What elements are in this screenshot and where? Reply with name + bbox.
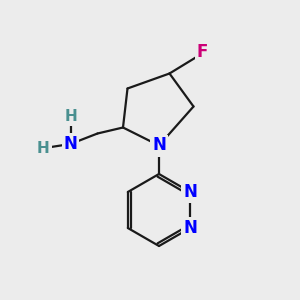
Text: N: N <box>64 135 77 153</box>
Text: N: N <box>152 136 166 154</box>
Text: N: N <box>183 219 197 237</box>
Text: H: H <box>64 109 77 124</box>
Text: N: N <box>183 183 197 201</box>
Text: H: H <box>37 141 50 156</box>
Text: F: F <box>197 43 208 61</box>
